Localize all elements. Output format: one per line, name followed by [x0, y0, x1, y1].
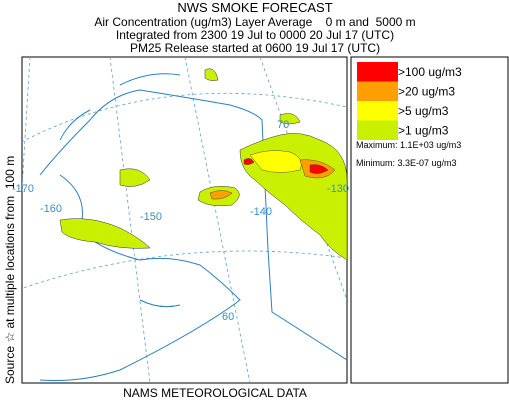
smoke	[204, 68, 301, 125]
maximum: Maximum: 1.1E+03 ug/m3	[356, 140, 461, 150]
smoke	[309, 164, 329, 174]
latitude-label: 60	[222, 311, 234, 323]
legend-frame	[350, 56, 509, 384]
longitude-label: -130	[327, 183, 349, 195]
longitude-label: -150	[140, 211, 162, 223]
graticule	[22, 57, 31, 194]
graticule	[109, 57, 151, 383]
graticule	[22, 250, 347, 289]
legend-swatch	[357, 81, 398, 101]
graticule	[184, 57, 251, 383]
subtitle: Air Concentration (ug/m3) Layer Average …	[94, 15, 415, 29]
side-label: Source ☆ at multiple locations from 100 …	[3, 156, 17, 384]
latitude-label: 70	[277, 119, 289, 131]
longitude-label: -170	[12, 183, 34, 195]
legend-label: >1 ug/m3	[398, 124, 449, 138]
map: -170 -160 -150 -140 -130 60 70	[12, 56, 349, 384]
legend-swatch	[357, 101, 398, 121]
subtitle: Integrated from 2300 19 Jul to 0000 20 J…	[116, 28, 394, 42]
legend-label: >20 ug/m3	[398, 85, 455, 99]
smoke	[119, 168, 151, 187]
legend: >100 ug/m3 >20 ug/m3 >5 ug/m3 >1 ug/m3	[357, 62, 462, 140]
legend-label: >100 ug/m3	[398, 65, 462, 79]
coastline	[59, 73, 181, 141]
legend-swatch	[357, 120, 398, 140]
longitude-label: -160	[40, 203, 62, 215]
footer: NAMS METEOROLOGICAL DATA	[123, 386, 307, 400]
minimum: Minimum: 3.3E-07 ug/m3	[356, 158, 457, 168]
smoke	[59, 218, 151, 249]
legend-label: >5 ug/m3	[398, 104, 449, 118]
legend-swatch	[357, 62, 398, 82]
smoke	[209, 190, 233, 200]
smoke	[243, 158, 255, 165]
graticule	[259, 57, 347, 301]
graticule	[22, 92, 347, 143]
longitude-label: -140	[250, 206, 272, 218]
title: NWS SMOKE FORECAST	[177, 0, 332, 15]
subtitle: PM25 Release started at 0600 19 Jul 17 (…	[130, 41, 380, 55]
